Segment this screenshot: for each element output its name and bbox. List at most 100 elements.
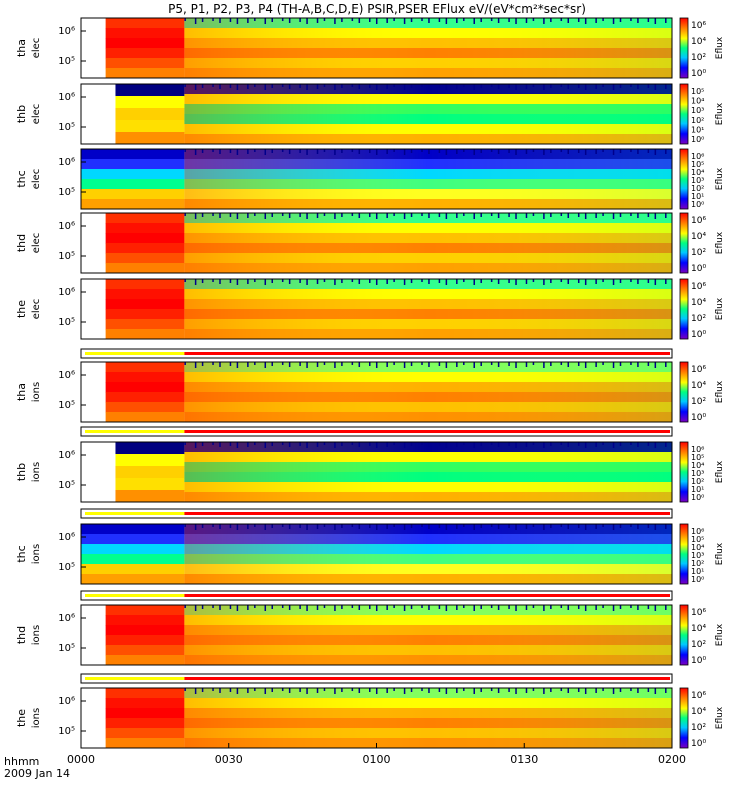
panel-frame <box>80 278 673 340</box>
panel-frame <box>80 17 673 79</box>
noise-mark <box>375 605 378 611</box>
panel-probe-label: thb <box>15 463 28 481</box>
noise-mark <box>410 18 413 22</box>
y-tick-label: 10⁵ <box>58 726 75 737</box>
noise-mark <box>288 688 291 693</box>
noise-mark <box>630 688 632 691</box>
late-regime-shading <box>184 524 673 584</box>
noise-mark <box>665 149 667 154</box>
noise-mark <box>271 18 273 22</box>
early-regime-band <box>105 718 185 729</box>
noise-mark <box>341 279 343 283</box>
noise-mark <box>532 442 535 445</box>
noise-mark <box>184 524 186 527</box>
noise-mark <box>560 524 563 527</box>
early-regime-band <box>81 544 185 555</box>
noise-mark <box>428 18 430 23</box>
noise-mark <box>630 605 632 608</box>
noise-mark <box>369 279 371 283</box>
noise-mark <box>369 362 371 366</box>
noise-mark <box>490 213 493 216</box>
panel-species-label: ions <box>31 544 42 564</box>
colorbar-tick-label: 10⁴ <box>691 624 706 634</box>
early-regime-band <box>81 189 185 200</box>
noise-mark <box>264 279 267 285</box>
colorbar-tick-label: 10⁶ <box>691 445 704 454</box>
noise-mark <box>358 18 361 23</box>
noise-mark <box>386 605 388 610</box>
late-regime-shading <box>184 279 673 339</box>
early-regime-band <box>105 708 185 719</box>
early-regime-band <box>115 120 185 133</box>
noise-mark <box>654 149 657 155</box>
early-regime-band <box>105 615 185 626</box>
noise-mark <box>254 279 256 282</box>
noise-mark <box>264 688 267 694</box>
noise-mark <box>584 84 587 90</box>
noise-mark <box>428 524 430 529</box>
noise-mark <box>647 149 650 153</box>
noise-mark <box>236 688 239 694</box>
noise-mark <box>532 149 535 152</box>
noise-mark <box>236 213 239 219</box>
noise-mark <box>438 362 441 366</box>
y-tick-label: 10⁵ <box>58 643 75 654</box>
noise-mark <box>525 362 528 367</box>
noise-mark <box>654 279 657 285</box>
colorbar-tick-label: 10² <box>691 53 706 63</box>
noise-mark <box>438 279 441 283</box>
noise-mark <box>584 442 587 448</box>
colorbar-tick-label: 10⁰ <box>691 493 704 502</box>
noise-mark <box>612 84 615 90</box>
colorbar <box>679 212 689 274</box>
early-regime-band <box>81 199 185 210</box>
noise-mark <box>403 213 406 219</box>
noise-mark <box>463 605 465 608</box>
noise-mark <box>456 213 458 218</box>
noise-mark <box>515 362 517 368</box>
panel-species-label: elec <box>31 38 42 59</box>
noise-mark <box>560 442 563 445</box>
noise-mark <box>480 279 482 283</box>
early-regime-band <box>115 96 185 109</box>
noise-mark <box>602 149 604 152</box>
noise-mark <box>490 84 493 87</box>
noise-mark <box>497 279 500 284</box>
noise-mark <box>532 362 535 365</box>
noise-mark <box>358 442 361 447</box>
noise-mark <box>194 524 197 530</box>
noise-mark <box>497 524 500 529</box>
colorbar-tick-label: 10⁴ <box>691 381 706 391</box>
noise-mark <box>654 442 657 448</box>
early-regime-band <box>115 454 185 467</box>
noise-mark <box>219 18 221 23</box>
noise-mark <box>306 688 308 694</box>
panel-probe-label: tha <box>15 383 28 401</box>
colorbar-tick-label: 10² <box>691 640 706 650</box>
panel-species-label: ions <box>31 382 42 402</box>
noise-mark <box>334 688 336 694</box>
noise-mark <box>184 362 186 365</box>
noise-mark <box>229 524 232 528</box>
noise-mark <box>654 524 657 530</box>
noise-mark <box>584 213 587 219</box>
early-regime-band <box>81 149 185 160</box>
colorbar-tick-label: 10³ <box>691 469 704 478</box>
colorbar-label: Eflux <box>715 460 725 483</box>
noise-mark <box>403 18 406 24</box>
noise-mark <box>473 688 475 694</box>
noise-mark <box>428 688 430 693</box>
noise-mark <box>560 18 563 21</box>
colorbar-tick-label: 10⁵ <box>691 160 704 169</box>
colorbar-tick-label: 10⁴ <box>691 461 704 470</box>
noise-mark <box>254 524 256 527</box>
noise-mark <box>323 442 326 445</box>
y-tick-label: 10⁵ <box>58 480 75 491</box>
early-regime-band <box>81 574 185 585</box>
early-regime-band <box>81 169 185 180</box>
mode-bar <box>80 508 673 519</box>
panel-species-label: elec <box>31 104 42 125</box>
noise-mark <box>619 362 622 366</box>
noise-mark <box>184 442 186 445</box>
noise-mark <box>490 279 493 282</box>
